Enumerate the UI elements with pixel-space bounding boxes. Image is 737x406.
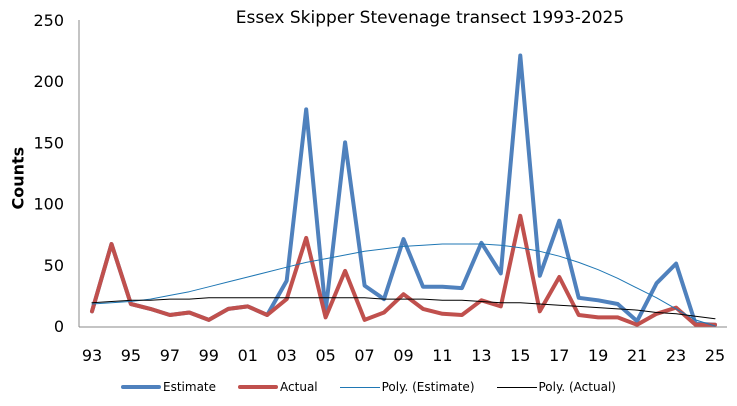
x-tick-label: 03: [277, 346, 297, 365]
x-tick-label: 21: [627, 346, 647, 365]
y-tick-label: 250: [33, 11, 64, 30]
chart-title: Essex Skipper Stevenage transect 1993-20…: [235, 8, 625, 28]
x-tick-label: 99: [199, 346, 219, 365]
legend-label: Poly. (Estimate): [381, 380, 475, 394]
x-tick-label: 15: [510, 346, 530, 365]
legend-swatch-estimate: [121, 385, 162, 389]
legend-swatch-poly-actual: [496, 386, 537, 388]
y-tick-label: 150: [33, 133, 64, 152]
x-tick-label: 05: [315, 346, 335, 365]
legend-label: Actual: [280, 380, 318, 394]
x-tick-label: 13: [471, 346, 491, 365]
x-tick-label: 09: [393, 346, 413, 365]
legend-item-poly-estimate: Poly. (Estimate): [339, 380, 475, 394]
series-line-actual: [90, 213, 717, 327]
series-line-poly-actual: [91, 297, 716, 320]
legend-item-actual: Actual: [238, 380, 318, 394]
y-tick-label: 200: [33, 72, 64, 91]
series-line-poly-estimate: [91, 243, 716, 327]
x-tick-label: 01: [238, 346, 258, 365]
legend-swatch-poly-estimate: [339, 386, 380, 388]
x-tick-label: 19: [588, 346, 608, 365]
legend-label: Poly. (Actual): [538, 380, 616, 394]
y-tick-label: 0: [54, 317, 64, 336]
x-tick-label: 93: [82, 346, 102, 365]
x-tick-label: 97: [160, 346, 180, 365]
x-tick-label: 11: [432, 346, 452, 365]
legend-label: Estimate: [163, 380, 217, 394]
y-tick-label: 100: [33, 195, 64, 214]
x-tick-label: 23: [666, 346, 686, 365]
legend-swatch-actual: [238, 385, 279, 389]
x-tick-label: 25: [705, 346, 725, 365]
x-tick-label: 17: [549, 346, 569, 365]
x-tick-label: 07: [354, 346, 374, 365]
series-line-estimate: [90, 53, 717, 327]
y-tick-label: 50: [44, 256, 64, 275]
legend: Estimate Actual Poly. (Estimate) Poly. (…: [0, 380, 737, 394]
x-tick-label: 95: [121, 346, 141, 365]
legend-item-poly-actual: Poly. (Actual): [496, 380, 616, 394]
legend-item-estimate: Estimate: [121, 380, 216, 394]
